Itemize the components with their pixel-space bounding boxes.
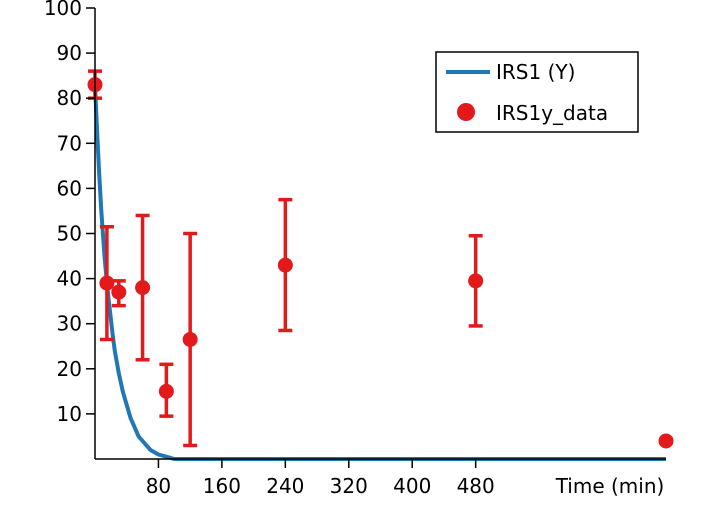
legend-label: IRS1y_data <box>496 101 608 125</box>
y-tick-label: 10 <box>57 402 82 426</box>
y-tick-label: 70 <box>57 131 82 155</box>
y-tick-label: 30 <box>57 312 82 336</box>
y-tick-label: 80 <box>57 86 82 110</box>
x-tick-label: 480 <box>457 474 495 498</box>
x-tick-label: 320 <box>330 474 368 498</box>
data-point <box>182 331 198 347</box>
x-axis-label: Time (min) <box>555 474 665 498</box>
x-tick-label: 80 <box>146 474 171 498</box>
y-tick-label: 50 <box>57 222 82 246</box>
x-tick-label: 160 <box>203 474 241 498</box>
data-point <box>277 257 293 273</box>
data-point <box>658 433 674 449</box>
axes: 10 20 30 40 50 60 70 80 90 100 80 160 240 320 400 480 Ti… <box>44 0 666 498</box>
y-tick-label: 100 <box>44 0 82 20</box>
data-point <box>111 284 127 300</box>
plot-area <box>87 69 674 461</box>
y-tick-label: 60 <box>57 176 82 200</box>
data-point <box>158 383 174 399</box>
x-tick-label: 400 <box>393 474 431 498</box>
series-line-irs1 <box>93 84 666 461</box>
data-point <box>135 280 151 296</box>
legend-swatch-marker <box>457 103 475 121</box>
legend: IRS1 (Y) IRS1y_data <box>435 51 639 133</box>
data-point <box>468 273 484 289</box>
y-tick-label: 20 <box>57 357 82 381</box>
y-tick-label: 40 <box>57 267 82 291</box>
x-tick-label: 240 <box>266 474 304 498</box>
y-tick-label: 90 <box>57 41 82 65</box>
data-point <box>99 275 115 291</box>
legend-label: IRS1 (Y) <box>496 60 575 84</box>
